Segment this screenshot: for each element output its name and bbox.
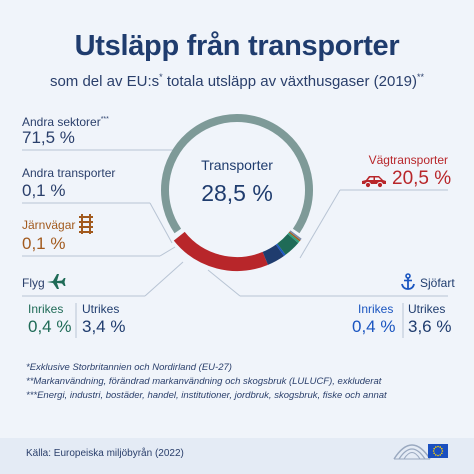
chart-title: Utsläpp från transporter bbox=[74, 30, 400, 62]
source-text: Källa: Europeiska miljöbyrån (2022) bbox=[26, 448, 184, 459]
label-other-sectors: Andra sektorer*** bbox=[22, 115, 109, 129]
value-shipping-domestic: 0,4 % bbox=[352, 317, 396, 336]
anchor-icon bbox=[401, 273, 415, 290]
slice-järnvägar bbox=[288, 231, 301, 242]
footnote-2: **Markanvändning, förändrad markanvändni… bbox=[26, 376, 382, 387]
subtitle-text: som del av EU:s bbox=[49, 73, 160, 90]
leader-shipping-diag bbox=[207, 269, 241, 297]
slice-andra-transporter bbox=[289, 230, 302, 241]
value-road: 20,5 % bbox=[392, 168, 452, 189]
leader-road-diag bbox=[299, 189, 341, 259]
label-road: Vägtransporter bbox=[368, 153, 448, 167]
chart-subtitle: som del av EU:s* totala utsläpp av växth… bbox=[0, 72, 474, 90]
label-shipping-domestic: Inrikes bbox=[358, 302, 394, 316]
label-aviation: Flyg bbox=[22, 276, 45, 290]
value-aviation-domestic: 0,4 % bbox=[28, 317, 72, 336]
label-aviation-domestic: Inrikes bbox=[28, 302, 64, 316]
footnote-3: ***Energi, industri, bostäder, handel, i… bbox=[26, 390, 387, 401]
footer-bar bbox=[0, 438, 474, 474]
label-rail: Järnvägar bbox=[22, 218, 76, 232]
car-icon bbox=[362, 176, 386, 189]
value-aviation-intl: 3,4 % bbox=[82, 317, 126, 336]
eu-flag-logo bbox=[428, 444, 448, 458]
center-value: 28,5 % bbox=[201, 180, 273, 206]
label-shipping-intl: Utrikes bbox=[408, 302, 446, 316]
plane-icon bbox=[47, 274, 66, 289]
value-shipping-intl: 3,6 % bbox=[408, 317, 452, 336]
rail-icon bbox=[79, 214, 93, 234]
subtitle-text-rest: totala utsläpp av växthusgaser (2019) bbox=[162, 73, 418, 90]
leader-aviation-diag bbox=[144, 261, 184, 297]
value-rail: 0,1 % bbox=[22, 234, 66, 253]
leader-other-transport-diag bbox=[149, 202, 173, 244]
label-other-sectors-mark: *** bbox=[100, 116, 109, 123]
leader-rail-diag bbox=[159, 246, 176, 257]
parliament-logo bbox=[393, 444, 431, 460]
label-other-transport: Andra transporter bbox=[22, 166, 116, 180]
label-shipping: Sjöfart bbox=[420, 276, 455, 290]
subtitle-footnote-mark: * bbox=[159, 72, 163, 82]
leader-lines bbox=[22, 149, 448, 297]
slice-sjöfart-inrikes bbox=[275, 243, 286, 256]
donut-slices bbox=[161, 114, 313, 271]
slice-vägtransporter bbox=[173, 231, 268, 271]
label-aviation-intl: Utrikes bbox=[82, 302, 120, 316]
slice-flyg-utrikes bbox=[277, 233, 299, 255]
center-label: Transporter bbox=[201, 157, 273, 173]
subtitle-footnote-mark-2: ** bbox=[417, 72, 425, 82]
slice-sjöfart-utrikes bbox=[262, 244, 284, 265]
footnote-1: *Exklusive Storbritannien och Nordirland… bbox=[26, 362, 232, 373]
label-other-sectors-name: Andra sektorer bbox=[22, 115, 101, 129]
slice-andra-sektorer bbox=[161, 114, 313, 234]
value-other-transport: 0,1 % bbox=[22, 181, 66, 200]
value-other-sectors: 71,5 % bbox=[22, 128, 75, 147]
slice-flyg-inrikes bbox=[287, 232, 300, 243]
